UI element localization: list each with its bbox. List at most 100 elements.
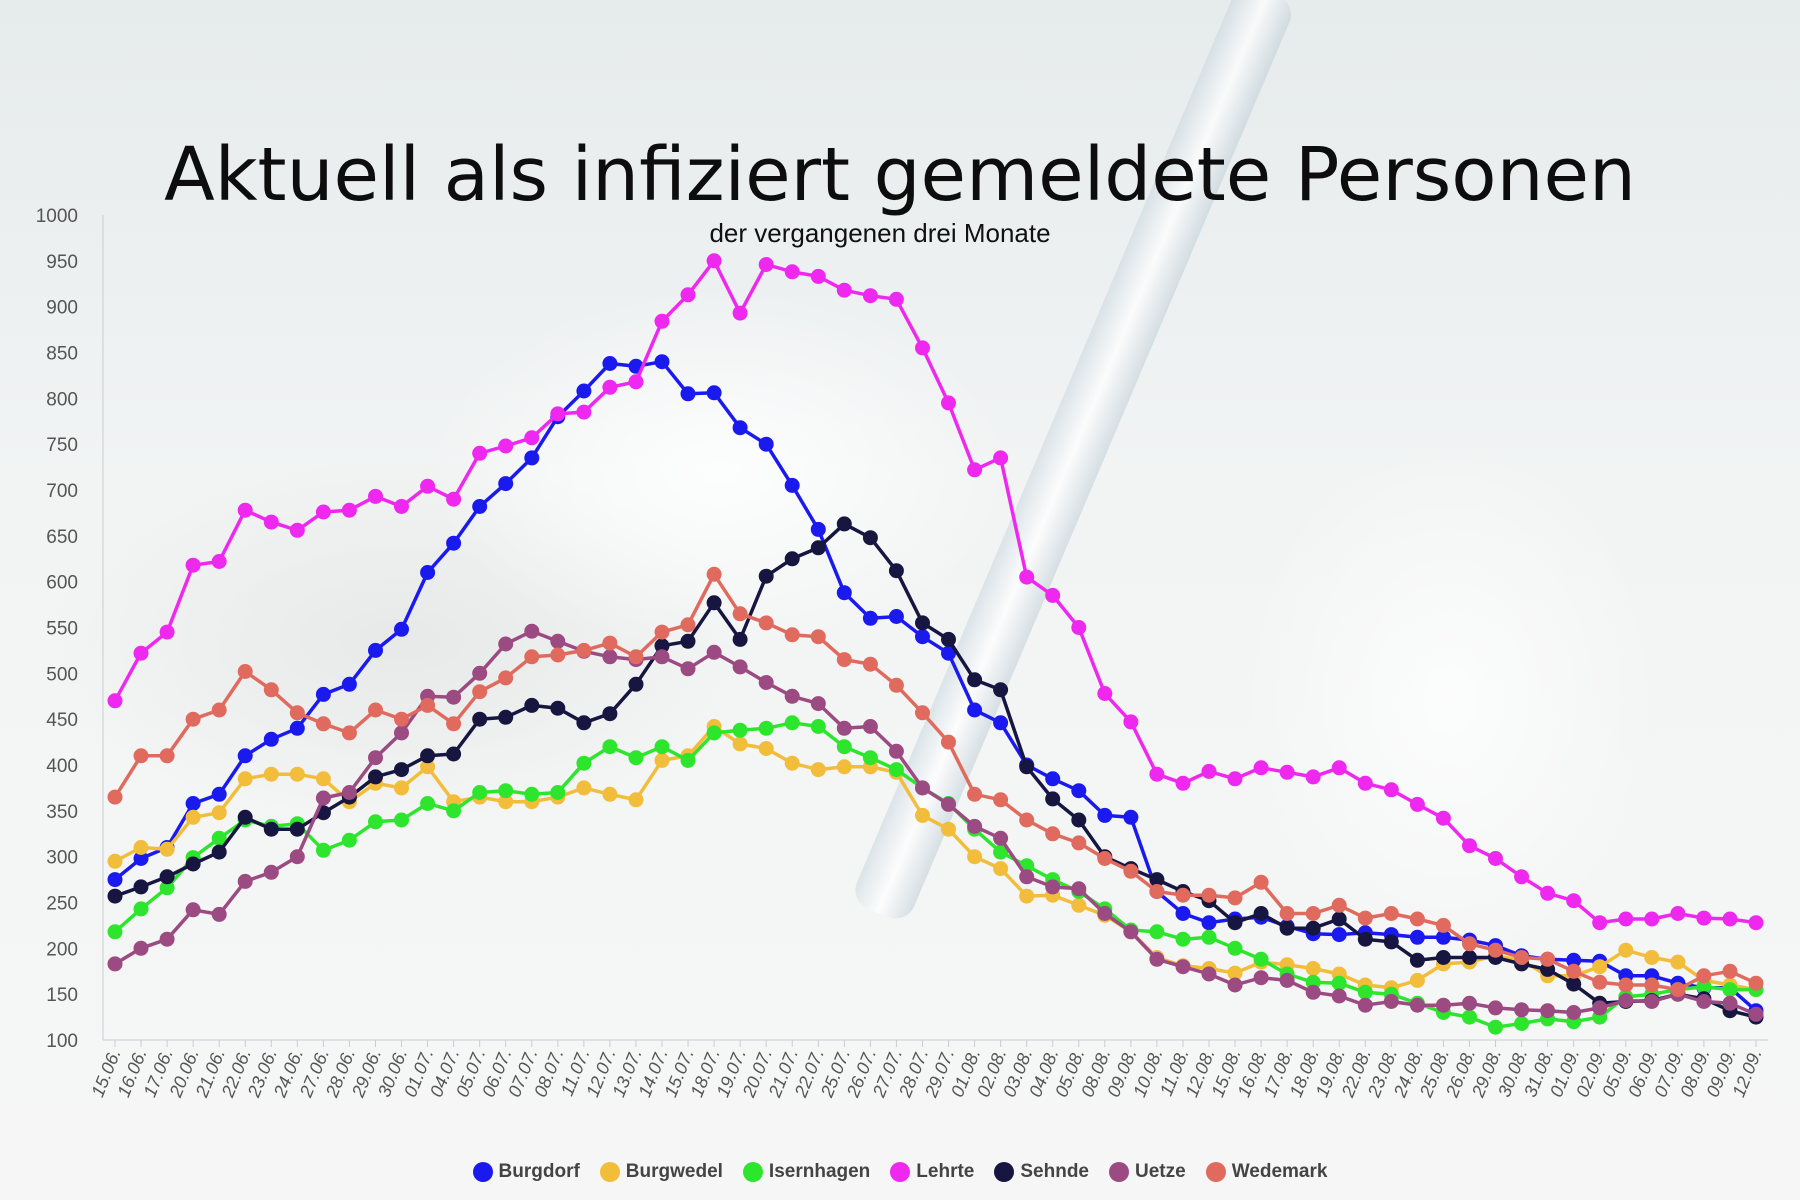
data-point[interactable] bbox=[784, 264, 800, 280]
data-point[interactable] bbox=[654, 354, 670, 370]
data-point[interactable] bbox=[211, 844, 227, 860]
data-point[interactable] bbox=[368, 488, 383, 504]
data-point[interactable] bbox=[1175, 931, 1191, 947]
data-point[interactable] bbox=[1019, 812, 1035, 828]
data-point[interactable] bbox=[602, 706, 618, 722]
data-point[interactable] bbox=[133, 851, 149, 866]
data-point[interactable] bbox=[967, 786, 983, 802]
data-point[interactable] bbox=[1462, 995, 1477, 1011]
data-point[interactable] bbox=[107, 693, 123, 709]
data-point[interactable] bbox=[732, 631, 748, 647]
data-point[interactable] bbox=[810, 540, 826, 556]
data-point[interactable] bbox=[706, 566, 722, 582]
data-point[interactable] bbox=[472, 499, 488, 514]
data-point[interactable] bbox=[888, 563, 904, 579]
data-point[interactable] bbox=[524, 450, 540, 466]
data-point[interactable] bbox=[1305, 984, 1321, 1000]
data-point[interactable] bbox=[967, 849, 983, 865]
data-point[interactable] bbox=[263, 766, 279, 782]
data-point[interactable] bbox=[1175, 906, 1191, 921]
data-point[interactable] bbox=[1097, 906, 1113, 921]
data-point[interactable] bbox=[1540, 885, 1556, 901]
data-point[interactable] bbox=[836, 720, 852, 736]
data-point[interactable] bbox=[1227, 940, 1243, 956]
data-point[interactable] bbox=[1748, 975, 1764, 991]
data-point[interactable] bbox=[107, 872, 123, 888]
data-point[interactable] bbox=[1175, 775, 1191, 791]
data-point[interactable] bbox=[1279, 764, 1295, 780]
data-point[interactable] bbox=[1435, 950, 1451, 965]
data-point[interactable] bbox=[1227, 890, 1243, 906]
data-point[interactable] bbox=[524, 697, 540, 713]
legend-item-burgwedel[interactable]: Burgwedel bbox=[599, 1161, 723, 1183]
data-point[interactable] bbox=[368, 702, 383, 718]
data-point[interactable] bbox=[472, 684, 488, 700]
data-point[interactable] bbox=[211, 702, 227, 718]
data-point[interactable] bbox=[263, 682, 279, 698]
data-point[interactable] bbox=[1592, 1000, 1608, 1016]
data-point[interactable] bbox=[420, 759, 436, 775]
data-point[interactable] bbox=[289, 766, 305, 782]
data-point[interactable] bbox=[628, 676, 644, 692]
data-point[interactable] bbox=[1383, 994, 1399, 1009]
data-point[interactable] bbox=[1357, 910, 1373, 926]
data-point[interactable] bbox=[1071, 620, 1087, 635]
data-point[interactable] bbox=[810, 521, 826, 537]
data-point[interactable] bbox=[836, 516, 852, 532]
data-point[interactable] bbox=[1566, 976, 1582, 992]
data-point[interactable] bbox=[1097, 851, 1113, 866]
data-point[interactable] bbox=[1019, 869, 1035, 885]
data-point[interactable] bbox=[1227, 977, 1243, 993]
data-point[interactable] bbox=[967, 672, 983, 688]
legend-item-wedemark[interactable]: Wedemark bbox=[1205, 1161, 1327, 1183]
data-point[interactable] bbox=[446, 491, 462, 507]
data-point[interactable] bbox=[941, 631, 956, 647]
data-point[interactable] bbox=[159, 931, 175, 947]
data-point[interactable] bbox=[732, 305, 748, 321]
data-point[interactable] bbox=[706, 595, 722, 611]
data-point[interactable] bbox=[1331, 897, 1347, 913]
data-point[interactable] bbox=[602, 356, 618, 371]
data-point[interactable] bbox=[784, 715, 800, 731]
data-point[interactable] bbox=[498, 709, 514, 725]
data-point[interactable] bbox=[1462, 1009, 1477, 1025]
data-point[interactable] bbox=[1045, 879, 1061, 895]
data-point[interactable] bbox=[836, 282, 852, 298]
data-point[interactable] bbox=[1019, 759, 1035, 775]
data-point[interactable] bbox=[1253, 951, 1269, 967]
data-point[interactable] bbox=[836, 739, 852, 755]
data-point[interactable] bbox=[602, 786, 618, 802]
data-point[interactable] bbox=[1592, 959, 1608, 975]
data-point[interactable] bbox=[1696, 994, 1712, 1009]
data-point[interactable] bbox=[706, 385, 722, 401]
data-point[interactable] bbox=[394, 499, 409, 514]
data-point[interactable] bbox=[524, 623, 540, 639]
data-point[interactable] bbox=[1071, 835, 1087, 851]
data-point[interactable] bbox=[810, 268, 826, 284]
data-point[interactable] bbox=[654, 649, 670, 665]
data-point[interactable] bbox=[1592, 974, 1608, 990]
data-point[interactable] bbox=[394, 762, 409, 778]
data-point[interactable] bbox=[498, 670, 514, 686]
data-point[interactable] bbox=[524, 649, 540, 665]
data-point[interactable] bbox=[1435, 997, 1451, 1013]
data-point[interactable] bbox=[1462, 950, 1477, 965]
data-point[interactable] bbox=[1514, 869, 1530, 885]
data-point[interactable] bbox=[784, 551, 800, 567]
data-point[interactable] bbox=[368, 769, 383, 785]
data-point[interactable] bbox=[185, 711, 201, 727]
data-point[interactable] bbox=[237, 873, 253, 889]
data-point[interactable] bbox=[341, 676, 357, 692]
data-point[interactable] bbox=[628, 649, 644, 665]
data-point[interactable] bbox=[1123, 714, 1139, 730]
data-point[interactable] bbox=[263, 731, 279, 747]
data-point[interactable] bbox=[1201, 763, 1217, 779]
data-point[interactable] bbox=[341, 502, 357, 518]
data-point[interactable] bbox=[654, 638, 670, 654]
data-point[interactable] bbox=[1097, 807, 1113, 823]
data-point[interactable] bbox=[810, 629, 826, 645]
data-point[interactable] bbox=[1071, 897, 1087, 913]
data-point[interactable] bbox=[810, 719, 826, 734]
data-point[interactable] bbox=[1201, 887, 1217, 903]
data-point[interactable] bbox=[1592, 915, 1608, 931]
